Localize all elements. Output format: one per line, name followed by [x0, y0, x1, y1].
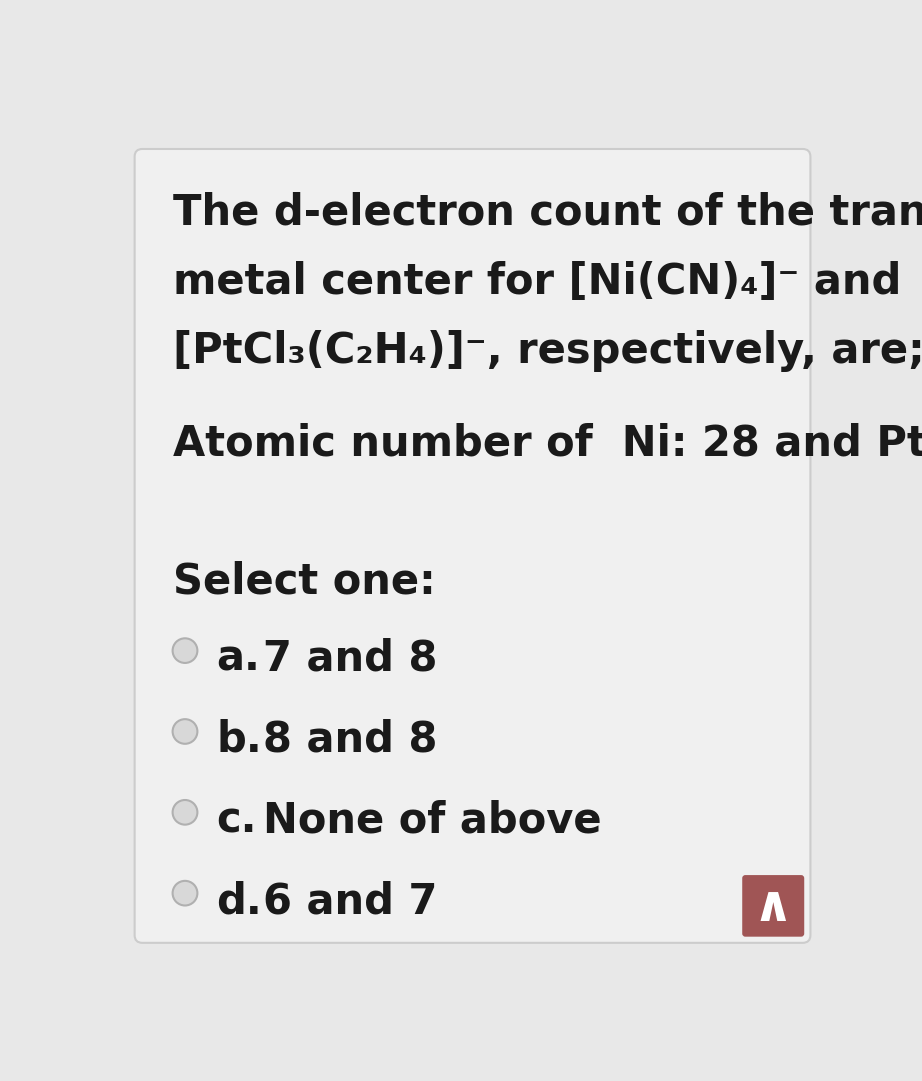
Text: ∧: ∧ — [753, 883, 794, 932]
Text: None of above: None of above — [263, 800, 601, 842]
Text: b.: b. — [216, 719, 262, 761]
FancyBboxPatch shape — [742, 876, 804, 936]
Text: Select one:: Select one: — [173, 561, 436, 603]
Text: metal center for [Ni(CN)₄]⁻ and: metal center for [Ni(CN)₄]⁻ and — [173, 261, 902, 303]
Text: d.: d. — [216, 880, 262, 922]
Text: The d-electron count of the transition: The d-electron count of the transition — [173, 191, 922, 233]
Text: Atomic number of  Ni: 28 and Pt:78: Atomic number of Ni: 28 and Pt:78 — [173, 423, 922, 465]
Text: 8 and 8: 8 and 8 — [263, 719, 437, 761]
Text: 6 and 7: 6 and 7 — [263, 880, 437, 922]
Circle shape — [172, 881, 197, 906]
Circle shape — [172, 638, 197, 663]
Text: 7 and 8: 7 and 8 — [263, 638, 437, 680]
Text: a.: a. — [216, 638, 260, 680]
Text: c.: c. — [216, 800, 256, 842]
Circle shape — [172, 719, 197, 744]
Circle shape — [172, 800, 197, 825]
FancyBboxPatch shape — [135, 149, 810, 943]
Text: [PtCl₃(C₂H₄)]⁻, respectively, are;: [PtCl₃(C₂H₄)]⁻, respectively, are; — [173, 330, 922, 372]
